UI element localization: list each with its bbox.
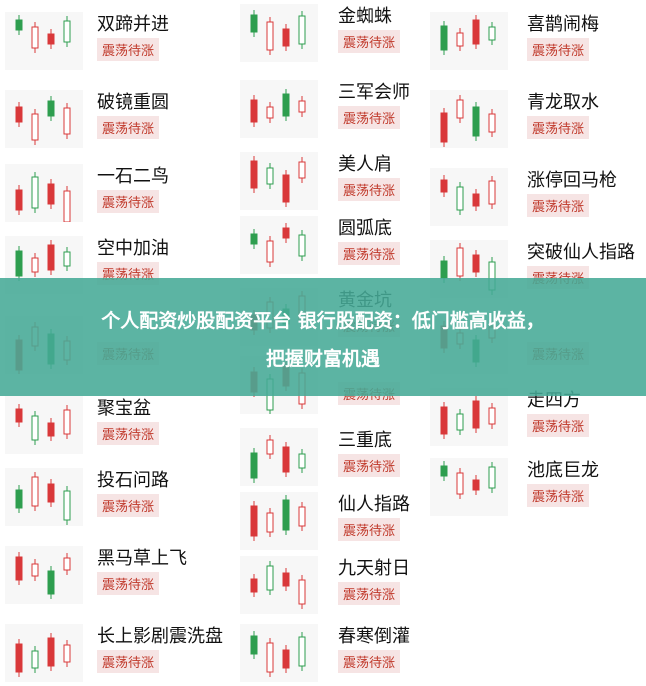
candles xyxy=(15,240,71,281)
pattern-tag: 震荡待涨 xyxy=(527,194,590,217)
pattern-name: 金蜘蛛 xyxy=(338,6,392,27)
candles xyxy=(15,472,71,525)
pattern-name: 长上影剧震洗盘 xyxy=(97,626,223,647)
pattern-icon xyxy=(240,216,318,274)
pattern-name: 空中加油 xyxy=(97,238,169,259)
pattern-name: 九天射日 xyxy=(338,558,410,579)
pattern-tag: 震荡待涨 xyxy=(527,116,590,139)
pattern-tag: 震荡待涨 xyxy=(338,30,401,53)
pattern-icon xyxy=(240,80,318,138)
pattern-name: 仙人指路 xyxy=(338,494,410,515)
candles xyxy=(15,633,71,677)
pattern-icon xyxy=(240,556,318,614)
candles xyxy=(15,404,71,445)
pattern-icon xyxy=(5,624,83,682)
pattern-name: 一石二鸟 xyxy=(97,166,169,187)
pattern-tag: 震荡待涨 xyxy=(338,650,401,673)
candles xyxy=(250,223,306,267)
pattern-tag: 震荡待涨 xyxy=(338,582,401,605)
candles xyxy=(15,552,71,599)
pattern-icon xyxy=(240,492,318,550)
pattern-tag: 震荡待涨 xyxy=(97,494,160,517)
pattern-tag: 震荡待涨 xyxy=(97,38,160,61)
candles xyxy=(440,175,496,215)
candles xyxy=(250,89,306,127)
candles xyxy=(440,95,496,147)
pattern-name: 池底巨龙 xyxy=(527,460,599,481)
candles xyxy=(440,396,496,439)
pattern-icon xyxy=(5,12,83,70)
candles xyxy=(250,10,306,55)
pattern-name: 突破仙人指路 xyxy=(527,242,635,263)
pattern-icon xyxy=(5,90,83,148)
pattern-name: 黑马草上飞 xyxy=(97,548,187,569)
pattern-icon xyxy=(430,458,508,516)
pattern-tag: 震荡待涨 xyxy=(527,414,590,437)
banner: 个人配资炒股配资平台 银行股配资：低门槛高收益， 把握财富机遇 xyxy=(0,278,646,396)
pattern-name: 双蹄并进 xyxy=(97,14,169,35)
pattern-icon xyxy=(430,388,508,446)
pattern-icon xyxy=(240,152,318,210)
pattern-name: 破镜重圆 xyxy=(97,92,169,113)
candles xyxy=(250,156,306,207)
pattern-tag: 震荡待涨 xyxy=(97,572,160,595)
pattern-name: 三军会师 xyxy=(338,82,410,103)
candles xyxy=(250,561,306,609)
pattern-tag: 震荡待涨 xyxy=(97,422,160,445)
pattern-icon xyxy=(430,90,508,148)
pattern-icon xyxy=(5,396,83,454)
pattern-icon xyxy=(5,468,83,526)
pattern-name: 美人肩 xyxy=(338,154,392,175)
pattern-name: 圆弧底 xyxy=(338,218,392,239)
pattern-tag: 震荡待涨 xyxy=(97,116,160,139)
pattern-name: 青龙取水 xyxy=(527,92,599,113)
banner-line: 把握财富机遇 xyxy=(265,348,380,370)
candles xyxy=(440,15,496,55)
pattern-name: 三重底 xyxy=(338,430,392,451)
pattern-icon xyxy=(240,624,318,682)
pattern-icon xyxy=(430,168,508,226)
pattern-tag: 震荡待涨 xyxy=(97,190,160,213)
pattern-name: 聚宝盆 xyxy=(97,398,151,419)
pattern-tag: 震荡待涨 xyxy=(338,242,401,265)
candles xyxy=(15,172,71,227)
candles xyxy=(250,435,306,483)
pattern-tag: 震荡待涨 xyxy=(338,518,401,541)
pattern-tag: 震荡待涨 xyxy=(527,484,590,507)
pattern-name: 涨停回马枪 xyxy=(527,170,617,191)
pattern-icon xyxy=(5,546,83,604)
pattern-name: 喜鹊闹梅 xyxy=(527,14,599,35)
candles xyxy=(250,631,306,677)
pattern-name: 投石问路 xyxy=(97,470,169,491)
pattern-tag: 震荡待涨 xyxy=(527,38,590,61)
candles xyxy=(250,495,306,541)
banner-line: 个人配资炒股配资平台 银行股配资：低门槛高收益， xyxy=(101,310,545,332)
candles xyxy=(15,15,71,53)
pattern-tag: 震荡待涨 xyxy=(338,178,401,201)
candles xyxy=(440,461,496,499)
candles xyxy=(15,96,71,145)
pattern-tag: 震荡待涨 xyxy=(338,106,401,129)
pattern-icon xyxy=(5,164,83,227)
pattern-tag: 震荡待涨 xyxy=(97,650,160,673)
pattern-name: 春寒倒灌 xyxy=(338,626,410,647)
pattern-icon xyxy=(240,4,318,62)
pattern-icon xyxy=(240,428,318,486)
pattern-icon xyxy=(430,12,508,70)
pattern-tag: 震荡待涨 xyxy=(338,454,401,477)
